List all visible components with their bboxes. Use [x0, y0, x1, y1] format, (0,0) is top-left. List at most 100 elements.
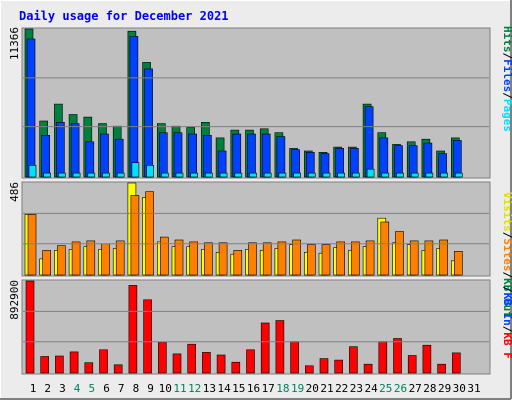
bar-files-day-15 — [232, 133, 242, 178]
legend-files: Files — [501, 59, 512, 92]
bar-pages-day-4 — [72, 172, 81, 178]
bar-kb-f-day-17 — [260, 322, 270, 374]
legend-sites: Sites — [501, 238, 512, 271]
bar-sites-day-5 — [86, 240, 96, 276]
bar-sites-day-10 — [160, 236, 169, 276]
bar-pages-day-29 — [440, 172, 448, 178]
bar-pages-day-18 — [278, 172, 287, 178]
bar-pages-day-14 — [219, 172, 228, 178]
bar-files-day-11 — [173, 132, 183, 178]
bar-kb-f-day-5 — [84, 362, 94, 374]
bar-kb-f-day-25 — [378, 341, 388, 374]
bar-kb-f-day-9 — [143, 299, 152, 374]
bar-pages-day-26 — [396, 172, 404, 178]
bar-kb-f-day-18 — [275, 320, 285, 374]
bar-kb-f-day-24 — [363, 363, 373, 374]
x-label-day-27: 27 — [409, 382, 422, 395]
bar-pages-day-19 — [293, 172, 301, 178]
bar-kb-f-day-3 — [55, 355, 64, 374]
bar-pages-day-23 — [352, 172, 360, 178]
bar-pages-day-1 — [28, 165, 37, 178]
bar-pages-day-27 — [410, 172, 419, 178]
bar-kb-f-day-13 — [202, 352, 211, 374]
bar-kb-f-day-11 — [172, 353, 182, 374]
x-label-day-13: 13 — [203, 382, 216, 395]
bar-pages-day-2 — [43, 172, 52, 178]
bar-files-day-25 — [379, 137, 389, 178]
bar-kb-f-day-15 — [231, 361, 241, 374]
x-label-day-24: 24 — [364, 382, 378, 395]
x-label-day-2: 2 — [44, 382, 51, 395]
legend-hits: Hits — [501, 26, 512, 53]
x-label-day-4: 4 — [74, 382, 81, 395]
legend-kb-in: KB In — [501, 293, 512, 326]
panel-kb — [21, 279, 491, 375]
bar-kb-f-day-30 — [451, 352, 461, 374]
bar-sites-day-29 — [439, 239, 448, 276]
bar-sites-day-21 — [321, 244, 331, 276]
bar-pages-day-15 — [234, 172, 243, 178]
bar-kb-f-day-12 — [187, 343, 196, 374]
bar-pages-day-8 — [131, 162, 140, 178]
x-axis-labels: 1 2 3 4 5 6 7 8 9 10 11 12 13 14 15 16 17 18 19 20 21 22 23 24 2… — [30, 382, 481, 395]
x-label-day-3: 3 — [59, 382, 66, 395]
x-label-day-28: 28 — [423, 382, 436, 395]
x-label-day-23: 23 — [350, 382, 363, 395]
bar-kb-f-day-10 — [158, 341, 167, 374]
bar-pages-day-9 — [146, 165, 154, 178]
bar-files-day-24 — [364, 106, 374, 178]
bar-pages-day-3 — [58, 172, 66, 178]
bar-kb-f-day-27 — [407, 355, 417, 374]
bar-pages-day-21 — [322, 172, 331, 178]
x-label-day-8: 8 — [133, 382, 140, 395]
bar-sites-day-26 — [395, 231, 404, 276]
bar-sites-day-19 — [292, 239, 301, 276]
x-label-day-11: 11 — [173, 382, 186, 395]
x-label-day-12: 12 — [188, 382, 201, 395]
bar-kb-f-day-29 — [437, 363, 446, 374]
bar-kb-f-day-23 — [349, 346, 358, 374]
bar-kb-f-day-4 — [69, 351, 79, 374]
bar-files-day-5 — [85, 141, 95, 178]
bar-pages-day-17 — [263, 172, 272, 178]
legend-top: Hits/Files/Pages — [501, 26, 512, 132]
chart-title: Daily usage for December 2021 — [19, 9, 229, 23]
bar-kb-f-day-7 — [113, 364, 123, 374]
bar-kb-f-day-26 — [393, 338, 402, 374]
bar-files-day-23 — [350, 148, 359, 178]
x-label-day-9: 9 — [147, 382, 154, 395]
bar-files-day-9 — [144, 68, 153, 178]
x-label-day-7: 7 — [118, 382, 125, 395]
x-label-day-18: 18 — [276, 382, 289, 395]
y-max-label-visits: 486 — [8, 182, 21, 202]
bar-files-day-3 — [56, 122, 65, 178]
bar-sites-day-1 — [27, 214, 37, 276]
x-label-day-10: 10 — [159, 382, 172, 395]
x-label-day-20: 20 — [306, 382, 319, 395]
bar-pages-day-12 — [190, 172, 198, 178]
bar-files-day-12 — [188, 133, 197, 178]
bar-sites-day-8 — [130, 195, 140, 276]
legend-kb-f: KB F — [501, 332, 512, 359]
bar-pages-day-22 — [337, 172, 346, 178]
bar-files-day-26 — [394, 145, 403, 178]
y-max-label-kb: 892900 — [8, 280, 21, 320]
bar-kb-f-day-22 — [334, 359, 344, 374]
bar-files-day-6 — [100, 133, 109, 178]
x-label-day-16: 16 — [247, 382, 260, 395]
bar-sites-day-23 — [351, 241, 360, 276]
bar-pages-day-28 — [425, 172, 434, 178]
bar-files-day-17 — [261, 133, 271, 178]
legend-bot: /KB In/KB F — [501, 286, 512, 359]
bar-files-day-4 — [70, 123, 80, 178]
bar-sites-day-15 — [233, 250, 243, 276]
bar-pages-day-10 — [161, 172, 169, 178]
x-label-day-15: 15 — [232, 382, 245, 395]
x-label-day-26: 26 — [394, 382, 407, 395]
bar-pages-day-24 — [366, 168, 375, 178]
legend-pages: Pages — [501, 99, 512, 132]
bar-files-day-18 — [276, 136, 286, 178]
bar-files-day-1 — [26, 38, 36, 178]
bar-kb-f-day-2 — [40, 356, 50, 374]
bar-kb-f-day-28 — [422, 344, 432, 374]
